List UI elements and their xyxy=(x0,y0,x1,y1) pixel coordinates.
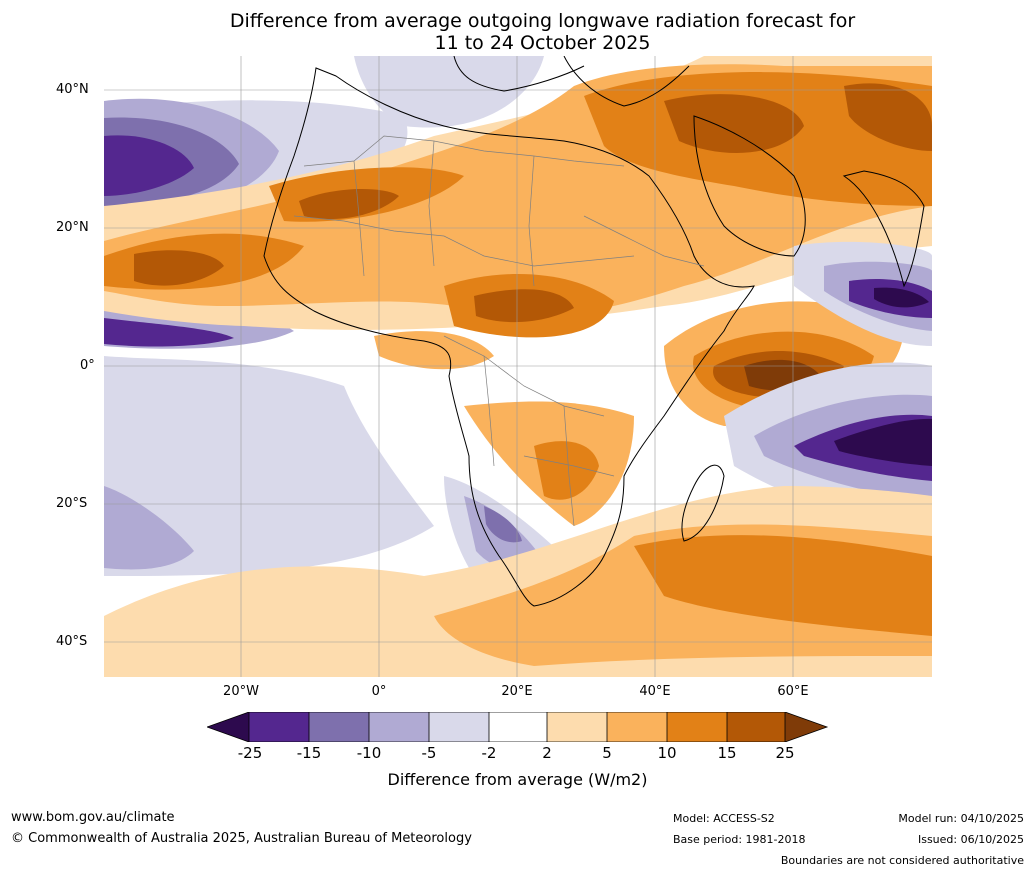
colorbar-label: 5 xyxy=(602,744,612,762)
footer-copyright: © Commonwealth of Australia 2025, Austra… xyxy=(11,831,472,846)
colorbar-swatch xyxy=(489,712,547,742)
anomaly-region xyxy=(354,56,544,128)
footer-model-run: Model run: 04/10/2025 xyxy=(898,812,1024,825)
colorbar-label: 25 xyxy=(775,744,795,762)
lon-label: 0° xyxy=(371,684,387,699)
footer-issued: Issued: 06/10/2025 xyxy=(917,833,1024,846)
anomaly-region xyxy=(104,356,434,576)
map-canvas xyxy=(104,56,932,677)
colorbar-label: 15 xyxy=(717,744,737,762)
anomaly-region xyxy=(844,83,932,151)
anomaly-region xyxy=(484,506,522,543)
anomaly-region xyxy=(664,94,804,153)
footer-url[interactable]: www.bom.gov.au/climate xyxy=(11,810,175,825)
colorbar-swatch xyxy=(667,712,727,742)
colorbar-swatch xyxy=(369,712,429,742)
colorbar-label: -10 xyxy=(356,744,382,762)
footer-model: Model: ACCESS-S2 xyxy=(673,812,775,825)
colorbar-swatch xyxy=(309,712,369,742)
colorbar-swatch xyxy=(249,712,309,742)
lon-label: 20°E xyxy=(501,684,533,699)
footer-disclaimer: Boundaries are not considered authoritat… xyxy=(780,854,1024,867)
graticule xyxy=(104,56,932,677)
lat-label: 20°S xyxy=(56,496,88,511)
colorbar-label: -15 xyxy=(296,744,322,762)
lat-label: 40°N xyxy=(56,82,89,97)
colorbar-swatch xyxy=(607,712,667,742)
colorbar-label: -25 xyxy=(237,744,263,762)
anomaly-region xyxy=(104,318,234,347)
colorbar-label: 2 xyxy=(542,744,552,762)
colorbar-swatch xyxy=(547,712,607,742)
colorbar-label: -2 xyxy=(481,744,497,762)
anomaly-region xyxy=(634,535,932,636)
colorbar-label: -5 xyxy=(421,744,437,762)
colorbar-swatch xyxy=(429,712,489,742)
lon-label: 40°E xyxy=(639,684,671,699)
anomaly-region xyxy=(534,441,599,500)
anomaly-region xyxy=(104,486,194,570)
anomaly-region xyxy=(874,287,929,308)
colorbar xyxy=(207,712,829,742)
title-line-2: 11 to 24 October 2025 xyxy=(434,32,651,54)
colorbar-label: 10 xyxy=(657,744,677,762)
lon-label: 20°W xyxy=(223,684,259,699)
lon-label: 60°E xyxy=(777,684,809,699)
anomaly-region xyxy=(474,289,574,323)
colorbar-swatch xyxy=(727,712,785,742)
chart-title: Difference from average outgoing longwav… xyxy=(0,10,1035,54)
country-borders xyxy=(293,135,705,527)
lat-label: 20°N xyxy=(56,220,89,235)
anomaly-region xyxy=(374,331,494,370)
lat-label: 0° xyxy=(80,358,95,373)
olr-anomaly-map xyxy=(104,56,932,677)
footer-base-period: Base period: 1981-2018 xyxy=(673,833,806,846)
lat-label: 40°S xyxy=(56,634,88,649)
colorbar-swatch xyxy=(207,712,249,742)
colorbar-swatch xyxy=(785,712,827,742)
anomaly-region xyxy=(104,135,194,196)
coastline xyxy=(263,56,925,607)
anomaly-region xyxy=(134,250,224,286)
anomaly-region xyxy=(299,189,399,220)
title-line-1: Difference from average outgoing longwav… xyxy=(229,10,856,32)
anomaly-region xyxy=(834,418,932,466)
colorbar-title: Difference from average (W/m2) xyxy=(387,770,648,789)
